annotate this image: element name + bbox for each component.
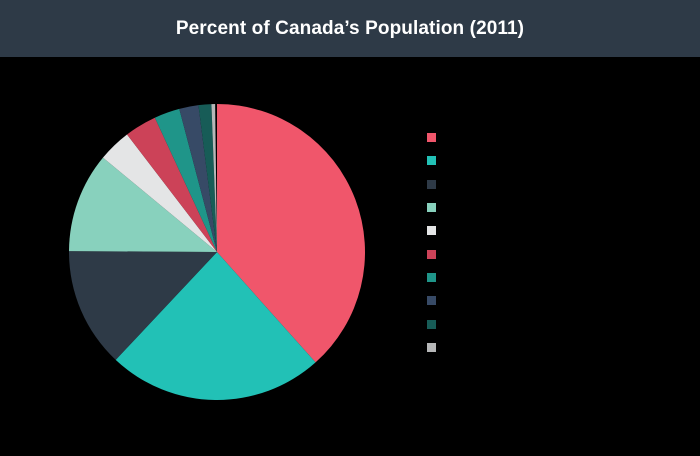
legend-item[interactable] [427, 336, 444, 359]
legend-swatch-icon [427, 272, 436, 282]
pie-slice[interactable] [198, 104, 217, 252]
legend-item[interactable] [427, 289, 444, 312]
pie-svg [69, 104, 366, 400]
legend-swatch-icon [427, 296, 436, 306]
chart-header: Percent of Canada’s Population (2011) [0, 0, 700, 57]
pie-slice[interactable] [154, 108, 217, 252]
pie-slice[interactable] [211, 104, 217, 252]
pie-slice[interactable] [179, 105, 217, 252]
legend-swatch-icon [427, 342, 436, 352]
pie-slice[interactable] [102, 134, 217, 252]
legend-item[interactable] [427, 312, 444, 335]
chart-title: Percent of Canada’s Population (2011) [175, 17, 525, 39]
legend-swatch-icon [427, 156, 436, 166]
legend-swatch-icon [427, 133, 436, 143]
legend [427, 126, 444, 359]
pie-chart [0, 57, 420, 456]
legend-item[interactable] [427, 149, 444, 172]
legend-item[interactable] [427, 219, 444, 242]
pie-slice[interactable] [127, 117, 217, 252]
pie-slice[interactable] [69, 251, 218, 360]
pie-slice[interactable] [217, 104, 366, 363]
pie-slice[interactable] [69, 157, 217, 252]
pie-slice[interactable] [115, 252, 316, 400]
legend-swatch-icon [427, 319, 436, 329]
legend-swatch-icon [427, 226, 436, 236]
legend-item[interactable] [427, 242, 444, 265]
legend-item[interactable] [427, 173, 444, 196]
legend-item[interactable] [427, 266, 444, 289]
legend-swatch-icon [427, 249, 436, 259]
legend-item[interactable] [427, 196, 444, 219]
legend-item[interactable] [427, 126, 444, 149]
legend-swatch-icon [427, 179, 436, 189]
legend-swatch-icon [427, 203, 436, 213]
